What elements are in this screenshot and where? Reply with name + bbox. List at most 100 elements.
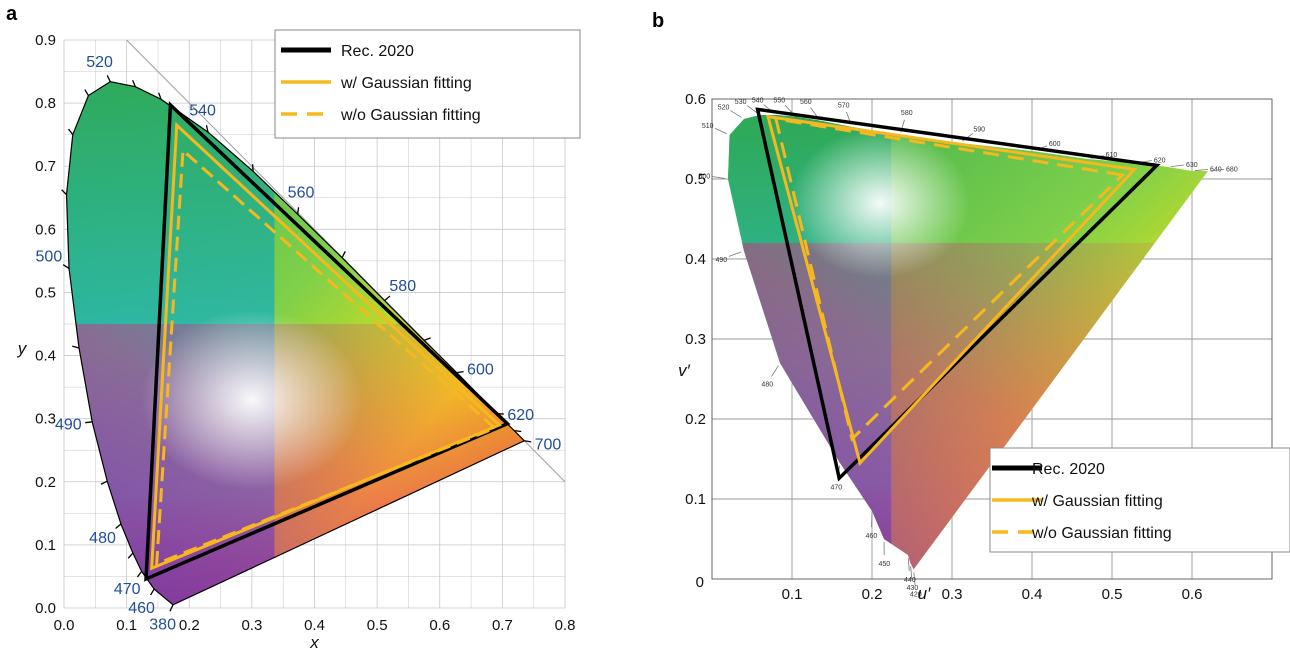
wavelength-label: 520 bbox=[718, 104, 730, 111]
wavelength-tick bbox=[205, 125, 209, 133]
wavelength-tick bbox=[68, 128, 74, 136]
y-tick-label: 0 bbox=[696, 574, 704, 591]
wavelength-label: 480 bbox=[89, 530, 116, 547]
wavelength-tick bbox=[714, 128, 728, 135]
wavelength-tick bbox=[910, 565, 913, 579]
wavelength-tick bbox=[106, 75, 111, 82]
series-triangle-without-gaussian bbox=[155, 147, 498, 567]
wavelength-tick bbox=[384, 295, 391, 302]
y-tick-label: 0.8 bbox=[35, 95, 56, 112]
wavelength-tick bbox=[1194, 168, 1208, 172]
wavelength-label: 500 bbox=[36, 248, 63, 265]
y-tick-label: 0.7 bbox=[35, 158, 56, 175]
y-tick-label: 0.3 bbox=[35, 411, 56, 428]
wavelength-tick bbox=[423, 337, 431, 342]
wavelength-tick bbox=[913, 572, 916, 586]
wavelength-label: 580 bbox=[901, 110, 913, 117]
x-tick-label: 0.8 bbox=[555, 617, 576, 634]
x-tick-label: 0.0 bbox=[54, 617, 75, 634]
wavelength-label: 540 bbox=[752, 97, 764, 104]
white-point-glow bbox=[790, 128, 970, 278]
wavelength-tick bbox=[456, 370, 464, 374]
wavelength-label: 520 bbox=[86, 54, 113, 71]
wavelength-tick bbox=[115, 523, 122, 530]
wavelength-label: 680 bbox=[1226, 167, 1238, 174]
wavelength-label: 460 bbox=[866, 533, 878, 540]
wavelength-label: 480 bbox=[761, 381, 773, 388]
legend-label: w/o Gaussian fitting bbox=[1031, 525, 1172, 542]
x-tick-label: 0.7 bbox=[492, 617, 513, 634]
wavelength-label: 530 bbox=[735, 99, 747, 106]
wavelength-label: 620 bbox=[1154, 157, 1166, 164]
panel-label-a: a bbox=[6, 3, 18, 25]
wavelength-label: 590 bbox=[973, 127, 985, 134]
wavelength-tick bbox=[149, 588, 155, 596]
y-tick-label: 0.2 bbox=[35, 474, 56, 491]
wavelength-tick bbox=[251, 164, 254, 172]
wavelength-label: 380 bbox=[149, 617, 176, 634]
y-tick-label: 0.6 bbox=[685, 91, 706, 108]
wavelength-tick bbox=[771, 365, 779, 377]
y-axis-label: v′ bbox=[678, 361, 691, 380]
wavelength-label: 560 bbox=[800, 99, 812, 106]
series-triangle-with-gaussian bbox=[765, 114, 1138, 467]
wavelength-label: 430 bbox=[907, 585, 919, 592]
wavelength-label: 510 bbox=[702, 123, 714, 130]
x-tick-label: 0.1 bbox=[782, 586, 803, 603]
wavelength-tick bbox=[61, 189, 67, 196]
wavelength-tick bbox=[712, 176, 726, 179]
wavelength-label: 550 bbox=[773, 97, 785, 104]
wavelength-label: 540 bbox=[189, 103, 216, 120]
x-tick-label: 0.4 bbox=[304, 617, 325, 634]
x-tick-label: 0.3 bbox=[942, 586, 963, 603]
x-tick-label: 0.6 bbox=[1182, 586, 1203, 603]
panel-label-b: b bbox=[652, 10, 664, 32]
plot-frame bbox=[711, 98, 1273, 580]
white-point-glow bbox=[141, 309, 362, 490]
wavelength-tick bbox=[907, 557, 910, 571]
wavelength-label: 620 bbox=[507, 407, 534, 424]
wavelength-label: 600 bbox=[467, 361, 494, 378]
y-tick-label: 0.4 bbox=[685, 251, 706, 268]
legend-label: w/ Gaussian fitting bbox=[1031, 493, 1163, 510]
wavelength-tick bbox=[85, 421, 93, 424]
wavelength-tick bbox=[728, 251, 742, 257]
y-tick-label: 0.4 bbox=[35, 348, 56, 365]
wavelength-label: 580 bbox=[389, 278, 416, 295]
legend-label: Rec. 2020 bbox=[341, 43, 414, 60]
x-tick-label: 0.5 bbox=[367, 617, 388, 634]
wavelength-tick bbox=[100, 480, 108, 485]
wavelength-label: 600 bbox=[1049, 141, 1061, 148]
wavelength-label: 420 bbox=[910, 591, 922, 598]
y-tick-label: 0.3 bbox=[685, 331, 706, 348]
series-triangle-rec2020 bbox=[144, 101, 511, 582]
y-tick-label: 0.5 bbox=[35, 284, 56, 301]
wavelength-tick bbox=[169, 604, 174, 612]
series-triangle-without-gaussian bbox=[774, 117, 1126, 442]
wavelength-label: 450 bbox=[878, 561, 890, 568]
wavelength-label: 630 bbox=[1186, 162, 1198, 169]
y-tick-label: 0.0 bbox=[35, 600, 56, 617]
wavelength-label: 610 bbox=[1106, 152, 1118, 159]
wavelength-tick bbox=[514, 430, 522, 433]
wavelength-label: 570 bbox=[838, 102, 850, 109]
wavelength-label: 470 bbox=[831, 485, 843, 492]
wavelength-label: 700 bbox=[535, 436, 562, 453]
legend-label: w/ Gaussian fitting bbox=[340, 75, 472, 92]
x-axis-label: x bbox=[309, 633, 319, 652]
x-tick-label: 0.5 bbox=[1102, 586, 1123, 603]
x-tick-label: 0.3 bbox=[241, 617, 262, 634]
wavelength-label: 500 bbox=[698, 173, 710, 180]
wavelength-tick bbox=[158, 92, 162, 100]
wavelength-tick bbox=[1210, 169, 1224, 172]
wavelength-label: 470 bbox=[114, 581, 141, 598]
wavelength-tick bbox=[132, 80, 136, 87]
y-tick-label: 0.1 bbox=[685, 491, 706, 508]
y-tick-label: 0.2 bbox=[685, 411, 706, 428]
x-tick-label: 0.6 bbox=[429, 617, 450, 634]
series-triangle-rec2020 bbox=[755, 107, 1161, 482]
spectral-locus-outline bbox=[65, 81, 526, 606]
